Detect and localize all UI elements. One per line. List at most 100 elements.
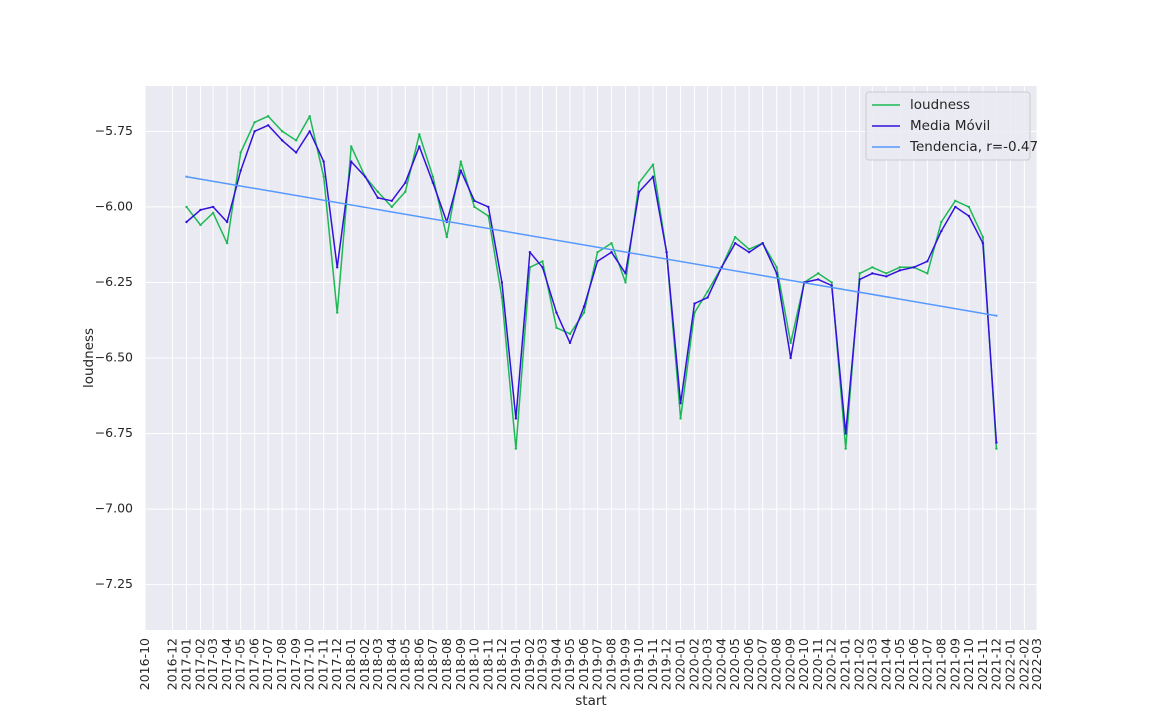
- data-point: [926, 260, 929, 263]
- y-tick-label: −5.75: [95, 123, 133, 138]
- x-tick-label: 2021-06: [906, 638, 921, 690]
- data-point: [885, 275, 888, 278]
- x-tick-label: 2019-06: [576, 638, 591, 690]
- data-point: [376, 196, 380, 200]
- x-tick-label: 2020-03: [700, 638, 715, 690]
- data-point: [253, 130, 256, 133]
- data-point: [322, 175, 325, 178]
- data-point: [555, 311, 558, 314]
- data-point: [404, 181, 407, 184]
- data-point: [336, 266, 339, 269]
- x-tick-label: 2019-05: [562, 638, 577, 690]
- data-point: [266, 115, 270, 118]
- data-point: [487, 214, 490, 218]
- data-point: [871, 272, 874, 275]
- data-point: [995, 314, 998, 317]
- x-tick-label: 2021-09: [947, 638, 962, 690]
- x-tick-label: 2019-10: [631, 638, 646, 690]
- data-point: [816, 272, 820, 275]
- data-point: [858, 278, 861, 281]
- data-point: [733, 235, 737, 239]
- x-tick-label: 2021-02: [852, 638, 867, 690]
- data-point: [637, 181, 641, 184]
- data-point: [445, 235, 449, 239]
- data-point: [390, 205, 394, 209]
- x-tick-label: 2021-03: [864, 638, 879, 690]
- data-point: [390, 199, 394, 203]
- x-tick-label: 2020-04: [714, 638, 729, 690]
- data-point: [844, 432, 847, 435]
- x-tick-label: 2017-10: [302, 638, 317, 690]
- data-point: [376, 190, 380, 193]
- data-point: [514, 417, 518, 420]
- data-point: [665, 251, 668, 254]
- data-point: [610, 241, 613, 245]
- data-point: [294, 151, 298, 154]
- data-point: [253, 121, 256, 124]
- legend-label: Media Móvil: [910, 118, 990, 134]
- data-point: [473, 199, 476, 203]
- data-point: [898, 266, 902, 269]
- y-tick-label: −6.25: [95, 274, 133, 289]
- data-point: [981, 235, 985, 239]
- data-point: [199, 208, 202, 212]
- data-point: [349, 160, 353, 163]
- x-tick-label: 2021-04: [878, 638, 893, 690]
- data-point: [404, 190, 407, 193]
- x-tick-label: 2018-12: [494, 638, 509, 690]
- data-point: [500, 296, 504, 299]
- data-point: [940, 229, 943, 233]
- data-point: [761, 241, 764, 245]
- x-tick-label: 2018-03: [370, 638, 385, 690]
- x-tick-label: 2017-07: [260, 638, 275, 690]
- data-point: [637, 190, 641, 193]
- legend-frame: [865, 91, 1031, 161]
- x-tick-label: 2018-06: [411, 638, 426, 690]
- x-tick-label: 2021-10: [961, 638, 976, 690]
- data-point: [568, 332, 572, 336]
- x-tick-label: 2019-09: [618, 638, 633, 690]
- x-tick-label: 2021-11: [975, 638, 990, 690]
- data-point: [747, 248, 751, 251]
- x-tick-label: 2019-02: [522, 638, 537, 690]
- data-point: [500, 281, 504, 284]
- x-tick-label: 2019-04: [548, 638, 563, 690]
- data-point: [431, 175, 435, 178]
- data-point: [199, 223, 202, 227]
- data-point: [211, 211, 215, 215]
- x-tick-label: 2018-11: [480, 638, 495, 690]
- data-point: [185, 175, 188, 178]
- data-point: [624, 281, 627, 284]
- data-point: [308, 130, 311, 133]
- data-point: [871, 266, 874, 269]
- data-point: [487, 205, 490, 209]
- data-point: [954, 199, 957, 203]
- data-point: [322, 160, 325, 163]
- x-tick-label: 2019-11: [645, 638, 660, 690]
- data-point: [596, 260, 599, 263]
- series-layer: [185, 115, 998, 450]
- x-tick-label: 2017-04: [219, 638, 234, 690]
- data-point: [830, 281, 833, 284]
- x-tick-label: 2021-01: [838, 638, 853, 690]
- data-point: [266, 124, 270, 127]
- data-point: [336, 311, 339, 314]
- data-point: [225, 241, 229, 245]
- data-point: [280, 139, 284, 142]
- x-tick-label: 2017-09: [288, 638, 303, 690]
- data-point: [995, 447, 998, 450]
- x-tick-label: 2020-09: [783, 638, 798, 690]
- legend: loudness Media Móvil Tendencia, r=-0.47: [865, 91, 1038, 161]
- data-point: [898, 269, 902, 272]
- data-point: [651, 163, 655, 166]
- data-point: [981, 241, 985, 245]
- x-tick-label: 2019-01: [508, 638, 523, 690]
- data-point: [514, 447, 518, 450]
- x-tick-label: 2020-11: [810, 638, 825, 690]
- data-point: [459, 160, 463, 163]
- data-point: [568, 341, 572, 345]
- data-point: [418, 145, 421, 148]
- data-point: [528, 251, 532, 254]
- y-tick-label: −6.00: [95, 198, 133, 213]
